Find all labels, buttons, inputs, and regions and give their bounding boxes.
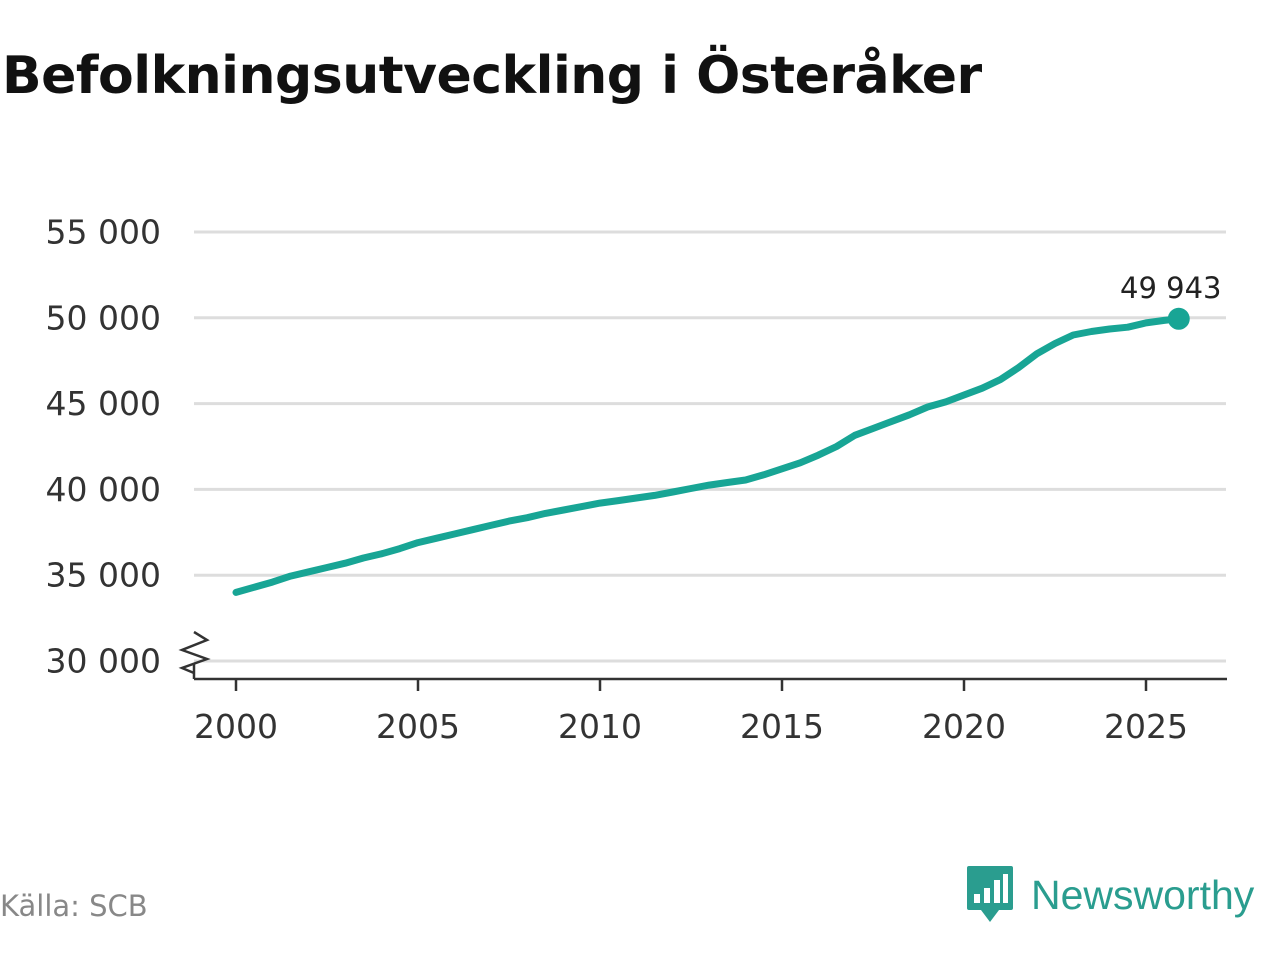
series-line xyxy=(232,315,1183,596)
y-tick-label: 40 000 xyxy=(46,470,161,509)
y-tick-label: 55 000 xyxy=(46,213,161,252)
series: 49 943 xyxy=(232,271,1222,596)
brand-name: Newsworthy xyxy=(1031,871,1255,918)
x-tick-label: 2020 xyxy=(922,707,1006,746)
y-tick-label: 35 000 xyxy=(46,556,161,595)
newsworthy-logo-icon xyxy=(967,866,1013,922)
y-tick-label: 45 000 xyxy=(46,384,161,423)
x-tick-label: 2015 xyxy=(740,707,824,746)
x-axis: 2000 2005 2010 2015 2020 2025 xyxy=(192,664,1227,746)
y-tick-label: 50 000 xyxy=(46,298,161,337)
end-value-label: 49 943 xyxy=(1120,271,1221,305)
x-tick-label: 2025 xyxy=(1104,707,1188,746)
y-tick-label: 30 000 xyxy=(46,642,161,681)
x-tick-label: 2005 xyxy=(376,707,460,746)
line-chart: 30 000 35 000 40 000 45 000 50 000 55 000 200… xyxy=(46,213,1227,746)
source-note: Källa: SCB xyxy=(0,889,148,923)
brand-logo: Newsworthy xyxy=(965,864,1254,926)
x-tick-label: 2000 xyxy=(194,707,278,746)
chart-title: Befolkningsutveckling i Österåker xyxy=(2,46,982,106)
end-point-marker xyxy=(1167,307,1190,330)
axis-break-zigzag xyxy=(178,630,211,675)
x-tick-label: 2010 xyxy=(558,707,642,746)
gridlines xyxy=(194,230,1226,663)
axis-break xyxy=(178,630,211,675)
y-axis-labels: 30 000 35 000 40 000 45 000 50 000 55 000 xyxy=(46,213,161,681)
